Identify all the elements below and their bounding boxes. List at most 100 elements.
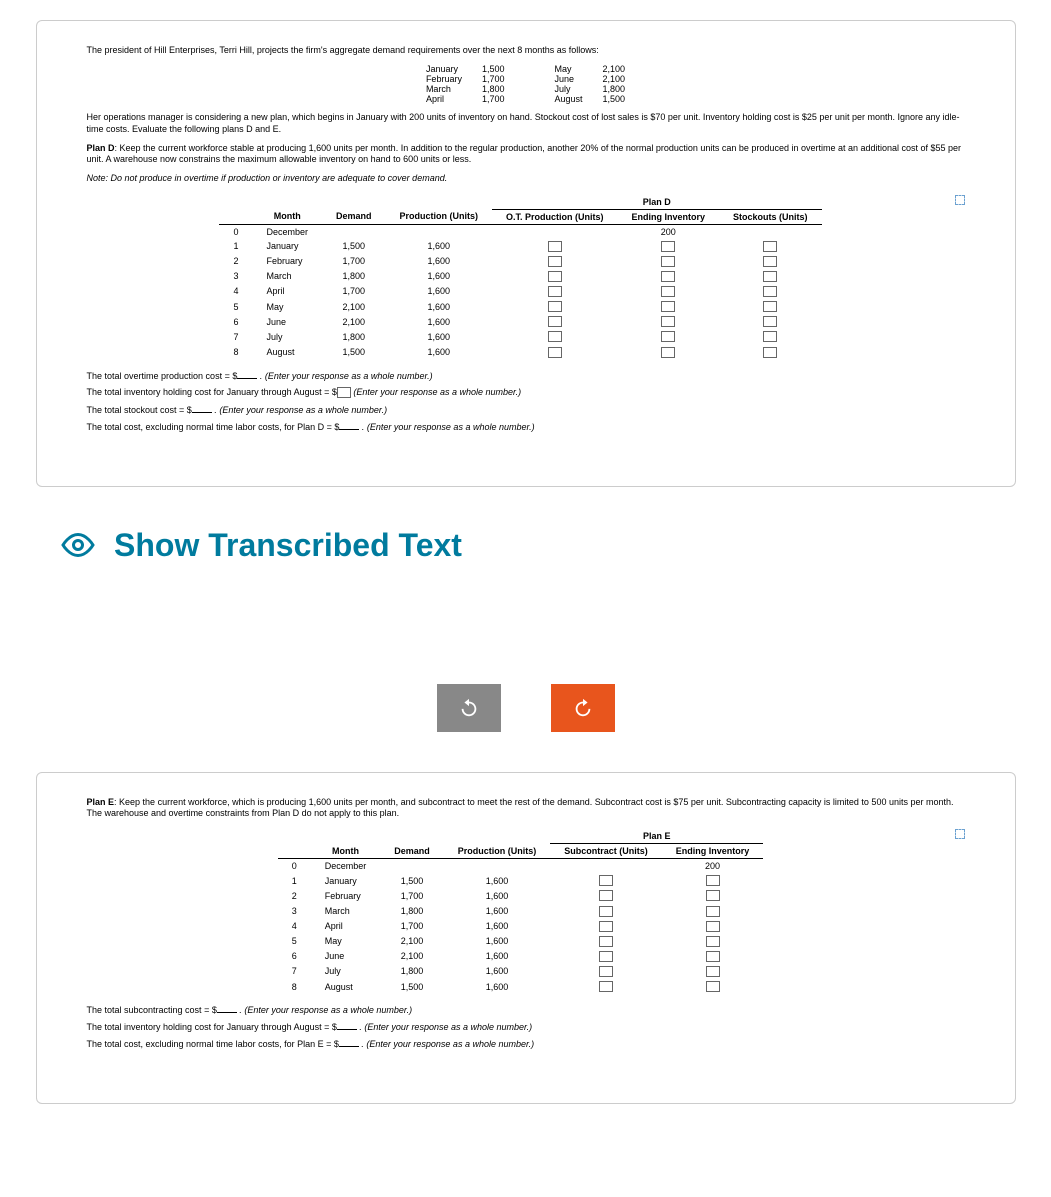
table-row: 3March1,8001,600: [219, 269, 821, 284]
table-row: 8August1,5001,600: [219, 344, 821, 359]
question-e-total-cost: The total cost, excluding normal time la…: [87, 1038, 965, 1049]
rotate-right-icon: [572, 697, 594, 719]
ot-input[interactable]: [548, 241, 562, 252]
stockout-input[interactable]: [763, 286, 777, 297]
inventory-input[interactable]: [661, 301, 675, 312]
col-ot-production: O.T. Production (Units): [492, 209, 618, 224]
inventory-input[interactable]: [706, 951, 720, 962]
subcontract-input[interactable]: [599, 951, 613, 962]
table-row: 8August1,5001,600: [278, 979, 764, 994]
stockout-input[interactable]: [763, 316, 777, 327]
stockout-input[interactable]: [763, 256, 777, 267]
stockout-input[interactable]: [763, 331, 777, 342]
inventory-input[interactable]: [661, 271, 675, 282]
month-value: 2,100: [593, 64, 636, 74]
subcontract-input[interactable]: [599, 875, 613, 886]
inventory-input[interactable]: [661, 347, 675, 358]
ot-input[interactable]: [548, 316, 562, 327]
table-row: 6June2,1001,600: [219, 314, 821, 329]
note-text: Note: Do not produce in overtime if prod…: [87, 173, 965, 184]
inventory-input[interactable]: [706, 890, 720, 901]
question-e-subcontract-cost: The total subcontracting cost = $ . (Ent…: [87, 1004, 965, 1015]
month-value: 2,100: [593, 74, 636, 84]
ot-input[interactable]: [548, 331, 562, 342]
month-name: January: [416, 64, 472, 74]
subcontract-input[interactable]: [599, 981, 613, 992]
plan-e-description: Plan E: Keep the current workforce, whic…: [87, 797, 965, 820]
table-row: 2February1,7001,600: [219, 254, 821, 269]
inventory-input[interactable]: [706, 906, 720, 917]
table-row: 1January1,5001,600: [278, 873, 764, 888]
table-row: 7July1,8001,600: [278, 964, 764, 979]
table-row: 3March1,8001,600: [278, 903, 764, 918]
inventory-input[interactable]: [661, 286, 675, 297]
col-demand: Demand: [322, 209, 386, 224]
copy-icon[interactable]: [955, 195, 965, 205]
stockout-input[interactable]: [763, 347, 777, 358]
col-demand: Demand: [380, 844, 444, 859]
ot-input[interactable]: [548, 301, 562, 312]
month-name: May: [544, 64, 592, 74]
subcontract-input[interactable]: [599, 921, 613, 932]
rotate-left-icon: [458, 697, 480, 719]
col-production: Production (Units): [444, 844, 551, 859]
month-name: February: [416, 74, 472, 84]
inventory-input[interactable]: [706, 981, 720, 992]
inventory-input[interactable]: [661, 331, 675, 342]
plan-e-caption: Plan E: [643, 831, 671, 841]
rotate-right-button[interactable]: [551, 684, 615, 732]
table-row: 2February1,7001,600: [278, 888, 764, 903]
subcontract-input[interactable]: [599, 890, 613, 901]
month-value: 1,700: [472, 94, 515, 104]
show-transcribed-toggle[interactable]: Show Transcribed Text: [60, 527, 1051, 564]
inventory-input[interactable]: [661, 241, 675, 252]
eye-icon: [60, 527, 96, 563]
rotate-left-button[interactable]: [437, 684, 501, 732]
month-value: 1,800: [593, 84, 636, 94]
copy-icon[interactable]: [955, 829, 965, 839]
table-row: 0December200: [219, 224, 821, 239]
show-transcribed-label: Show Transcribed Text: [114, 527, 462, 564]
inventory-input[interactable]: [706, 936, 720, 947]
month-name: July: [544, 84, 592, 94]
ot-input[interactable]: [548, 286, 562, 297]
inventory-input[interactable]: [706, 875, 720, 886]
subcontract-input[interactable]: [599, 936, 613, 947]
month-name: April: [416, 94, 472, 104]
stockout-input[interactable]: [763, 271, 777, 282]
question-d-stockout-cost: The total stockout cost = $ . (Enter you…: [87, 404, 965, 415]
question-d-total-cost: The total cost, excluding normal time la…: [87, 421, 965, 432]
inventory-input[interactable]: [706, 966, 720, 977]
inventory-input[interactable]: [661, 256, 675, 267]
table-row: 5May2,1001,600: [278, 934, 764, 949]
plan-e-table: Plan E Month Demand Production (Units) S…: [278, 829, 764, 994]
col-month: Month: [311, 844, 381, 859]
subcontract-input[interactable]: [599, 906, 613, 917]
plan-d-table: Plan D Month Demand Production (Units) O…: [219, 195, 821, 360]
table-row: 1January1,5001,600: [219, 239, 821, 254]
month-name: June: [544, 74, 592, 84]
col-production: Production (Units): [386, 209, 493, 224]
col-ending-inventory: Ending Inventory: [662, 844, 764, 859]
month-name: March: [416, 84, 472, 94]
ot-input[interactable]: [548, 256, 562, 267]
month-name: August: [544, 94, 592, 104]
subcontract-input[interactable]: [599, 966, 613, 977]
inventory-input[interactable]: [661, 316, 675, 327]
problem-box-plan-e: Plan E: Keep the current workforce, whic…: [36, 772, 1016, 1105]
holding-cost-input[interactable]: [337, 387, 351, 398]
stockout-input[interactable]: [763, 241, 777, 252]
question-d-holding-cost: The total inventory holding cost for Jan…: [87, 387, 965, 398]
ot-input[interactable]: [548, 271, 562, 282]
table-row: 6June2,1001,600: [278, 949, 764, 964]
context-text: Her operations manager is considering a …: [87, 112, 965, 135]
inventory-input[interactable]: [706, 921, 720, 932]
table-row: 4April1,7001,600: [278, 919, 764, 934]
ot-input[interactable]: [548, 347, 562, 358]
month-value: 1,500: [593, 94, 636, 104]
stockout-input[interactable]: [763, 301, 777, 312]
col-month: Month: [252, 209, 322, 224]
question-d-overtime-cost: The total overtime production cost = $ .…: [87, 370, 965, 381]
table-row: 7July1,8001,600: [219, 329, 821, 344]
plan-d-description: Plan D: Plan D: Keep the current workfor…: [87, 143, 965, 166]
